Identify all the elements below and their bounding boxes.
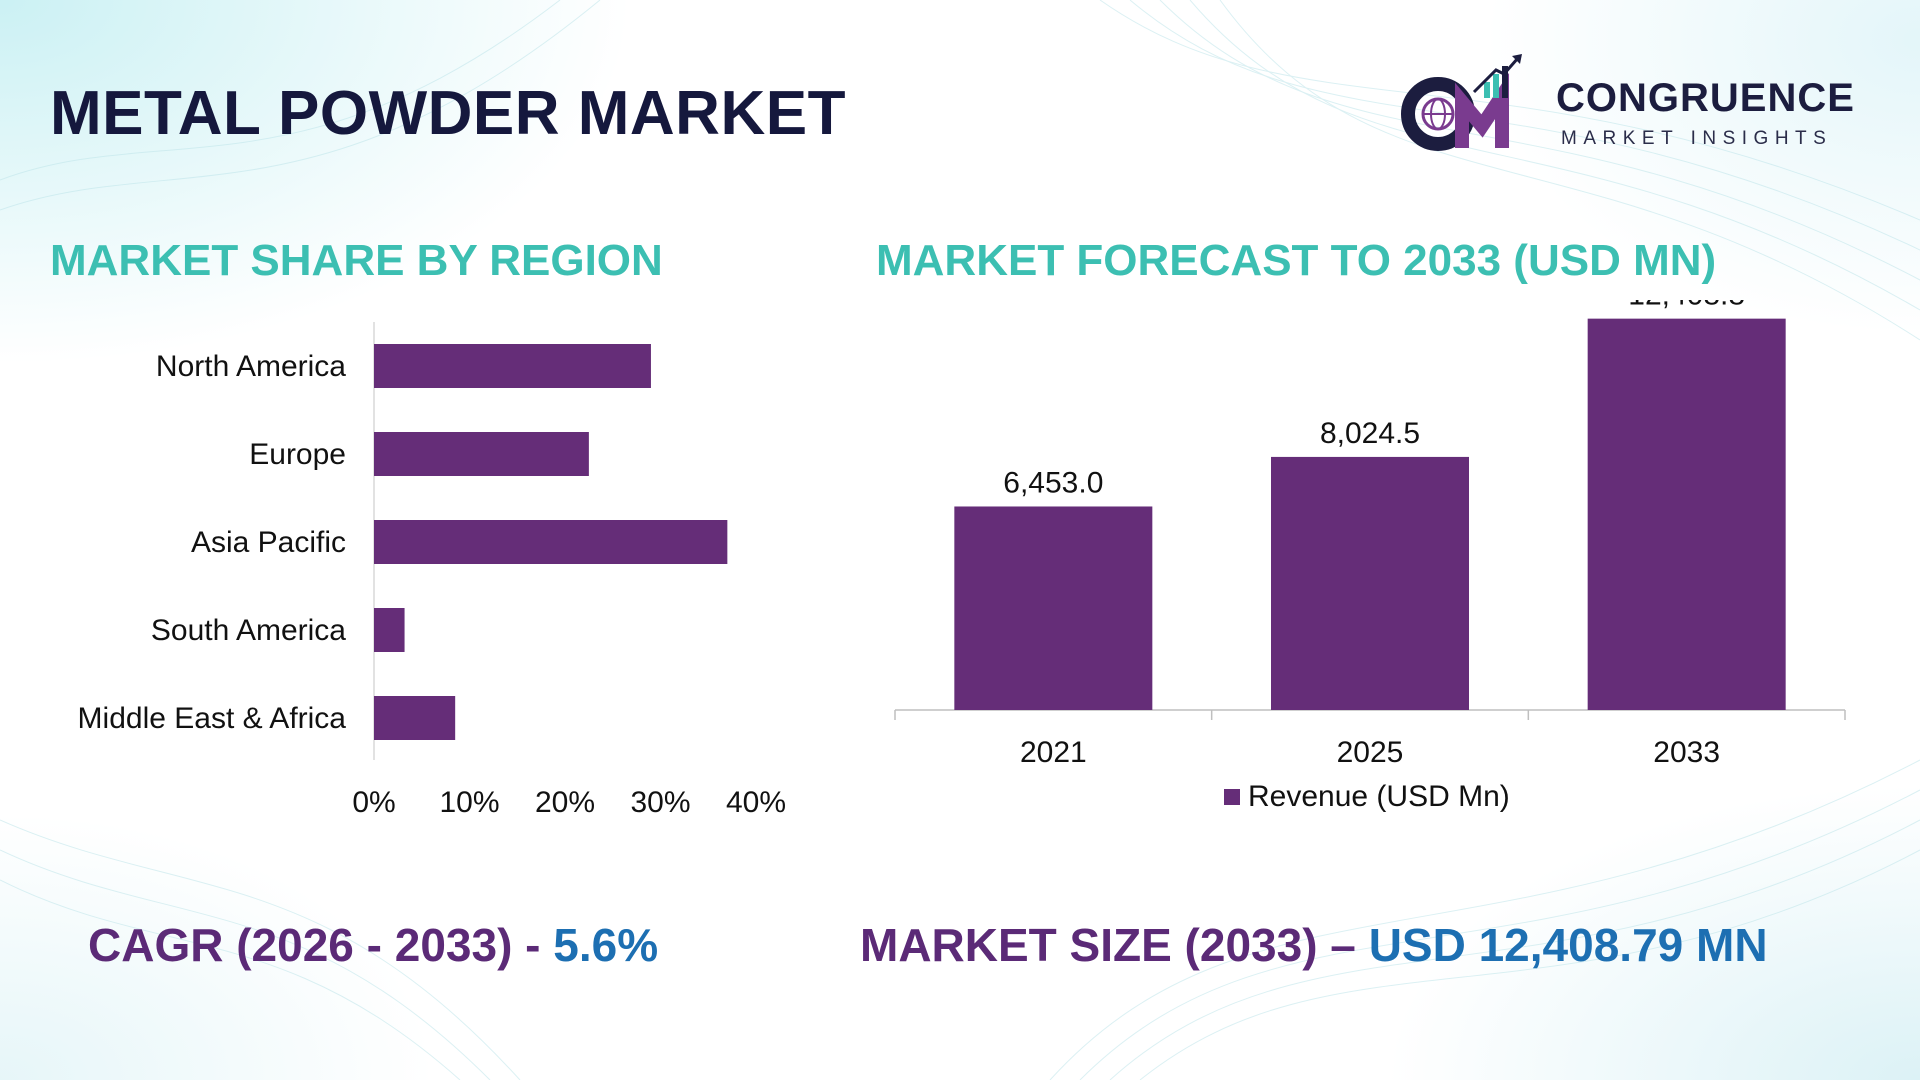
data-label: 6,453.0 <box>1003 466 1103 499</box>
section-title-market-forecast: MARKET FORECAST TO 2033 (USD MN) <box>876 236 1717 285</box>
market-size-label: MARKET SIZE (2033) – <box>860 919 1369 971</box>
company-logo: CONGRUENCE MARKET INSIGHTS <box>1400 52 1880 162</box>
cagr-label: CAGR (2026 - 2033) - <box>88 919 554 971</box>
chart-legend: Revenue (USD Mn) <box>1224 780 1510 814</box>
x-tick-label: 10% <box>439 786 499 819</box>
bar-europe <box>374 432 589 476</box>
legend-label: Revenue (USD Mn) <box>1248 780 1510 813</box>
x-tick-label: 30% <box>630 786 690 819</box>
category-label: 2021 <box>1020 736 1087 769</box>
market-share-bar-chart: North America Europe Asia Pacific South Ame… <box>78 322 786 819</box>
bar-2033 <box>1587 318 1786 710</box>
logo-tagline: MARKET INSIGHTS <box>1561 128 1833 149</box>
legend-swatch <box>1224 789 1240 805</box>
bar-2021 <box>954 506 1153 710</box>
bar-south-america <box>374 608 405 652</box>
category-label: South America <box>151 614 346 647</box>
category-label: Asia Pacific <box>191 526 346 559</box>
bar-2025 <box>1271 456 1469 710</box>
category-label: 2025 <box>1337 736 1404 769</box>
data-label: 8,024.5 <box>1320 417 1420 450</box>
logo-mark <box>1401 54 1522 151</box>
category-label: North America <box>156 350 346 383</box>
cagr-statement: CAGR (2026 - 2033) - 5.6% <box>88 918 658 972</box>
cagr-value: 5.6% <box>553 919 659 971</box>
page-title: METAL POWDER MARKET <box>50 79 846 148</box>
market-size-value: USD 12,408.79 MN <box>1368 919 1768 971</box>
category-label: 2033 <box>1653 736 1720 769</box>
x-tick-label: 0% <box>352 786 395 819</box>
category-label: Middle East & Africa <box>78 702 347 735</box>
x-tick-label: 20% <box>535 786 595 819</box>
section-title-market-share: MARKET SHARE BY REGION <box>50 236 663 285</box>
data-label: 12,408.8 <box>1628 300 1745 312</box>
market-size-statement: MARKET SIZE (2033) – USD 12,408.79 MN <box>860 918 1768 972</box>
bar-asia-pacific <box>374 520 728 564</box>
category-label: Europe <box>249 438 346 471</box>
bar-north-america <box>374 344 651 388</box>
market-forecast-bar-chart: 6,453.0 2021 8,024.5 2025 12,408.8 2033 <box>894 300 1846 769</box>
logo-name: CONGRUENCE <box>1556 76 1855 120</box>
x-tick-label: 40% <box>726 786 786 819</box>
bar-middle-east-africa <box>374 696 456 740</box>
